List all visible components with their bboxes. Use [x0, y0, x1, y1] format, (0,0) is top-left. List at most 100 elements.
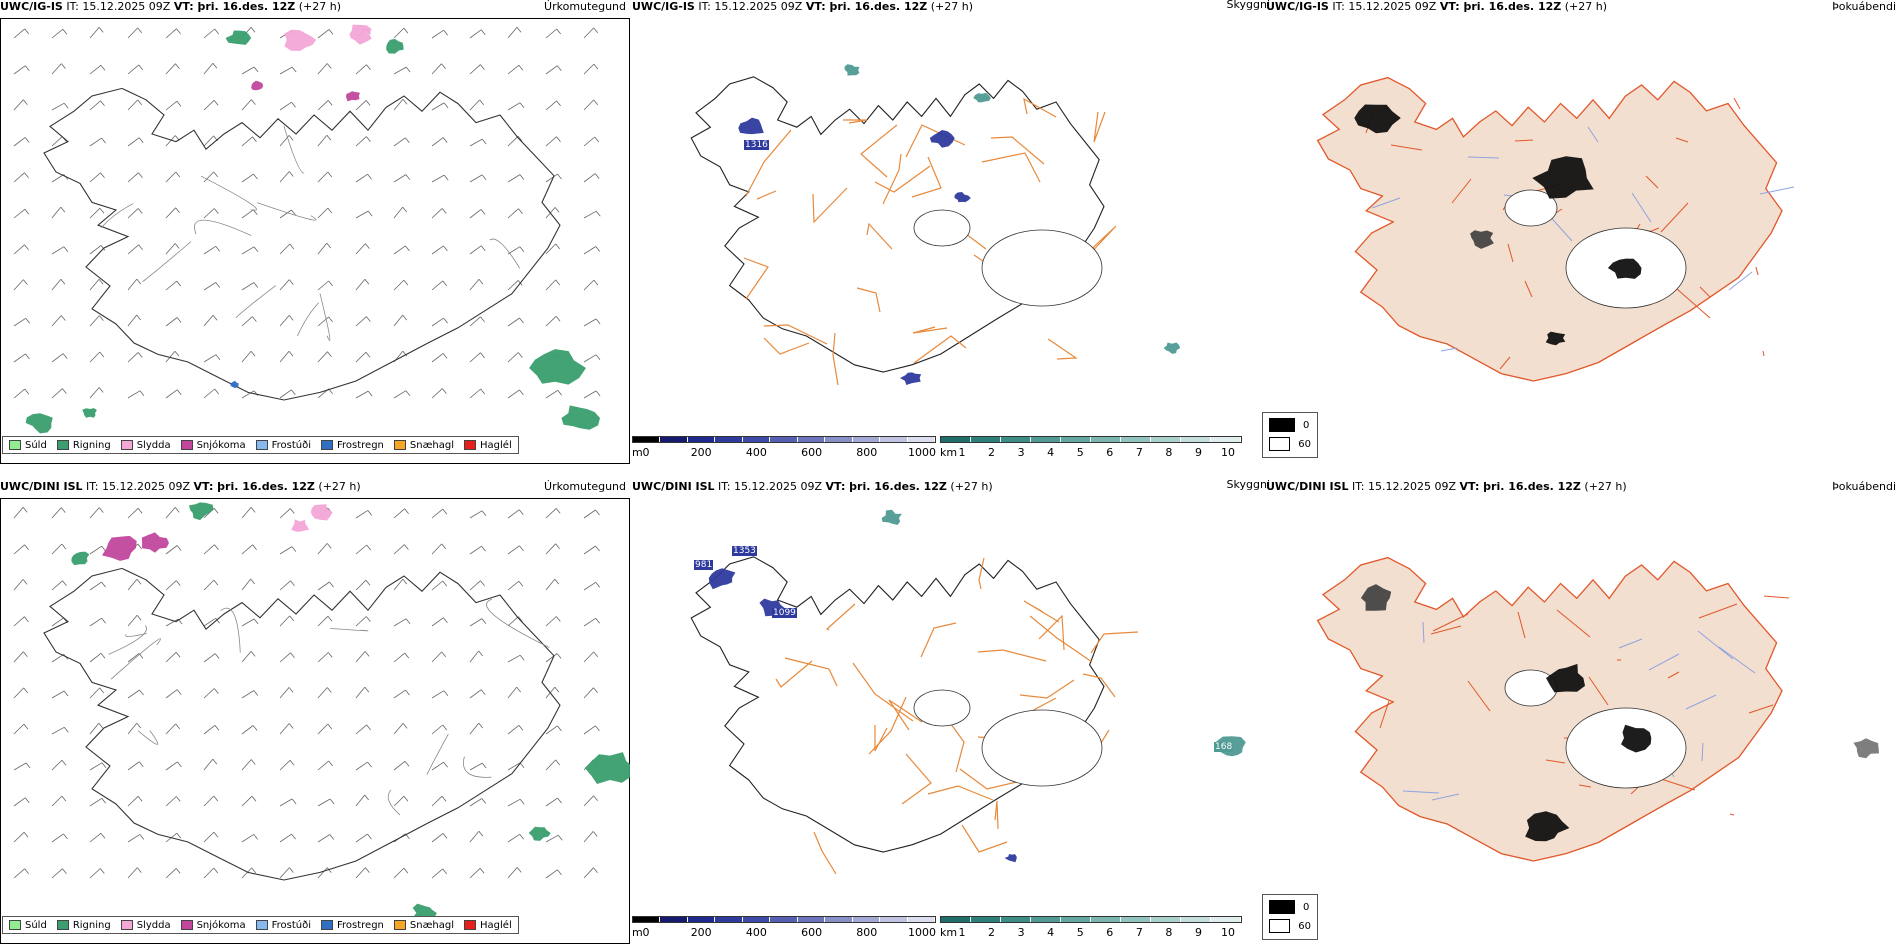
wind-barb-flag	[98, 507, 104, 513]
wind-barb-flag	[329, 581, 334, 588]
wind-barb-flag	[290, 580, 295, 587]
road-line	[756, 190, 777, 200]
wind-barb	[13, 723, 25, 735]
wind-barb	[89, 245, 102, 255]
rain-area	[189, 502, 214, 521]
wind-barb	[127, 244, 139, 255]
wind-barb-flag	[326, 687, 332, 693]
wind-barb	[279, 687, 290, 699]
wind-barb	[393, 66, 407, 75]
wind-barb	[241, 867, 252, 879]
wind-barb-flag	[175, 796, 181, 802]
legend-label: Snjókoma	[196, 919, 246, 931]
wind-barb-flag	[519, 389, 524, 396]
wind-barb	[203, 758, 214, 771]
legend-swatch	[56, 920, 69, 930]
wind-barb	[469, 174, 483, 183]
wind-barb	[241, 209, 254, 219]
wind-barb-flag	[365, 616, 371, 622]
wind-barb	[469, 245, 482, 255]
wind-barb	[165, 389, 178, 399]
wind-barb	[203, 245, 216, 255]
wind-barb	[431, 280, 443, 291]
coastline	[690, 556, 1105, 853]
legend-item: Haglél	[464, 920, 512, 931]
wind-barb-flag	[23, 687, 29, 694]
wind-barb-flag	[101, 617, 106, 624]
wind-barb-flag	[557, 869, 562, 876]
wind-barb	[583, 509, 596, 519]
wind-barb-flag	[99, 868, 105, 874]
wind-barb-flag	[555, 543, 560, 550]
wind-barb-flag	[253, 690, 259, 696]
wind-barb	[507, 762, 521, 771]
wind-barb-flag	[60, 206, 66, 213]
colorbar-segment	[852, 437, 881, 442]
wind-barb-flag	[60, 315, 66, 321]
colorbar-segment	[880, 917, 908, 922]
wind-barb-flag	[478, 830, 484, 837]
wind-barb	[583, 831, 594, 843]
wind-barb-flag	[290, 652, 295, 659]
colorbar-segment	[770, 917, 798, 922]
road-line	[1748, 704, 1774, 714]
wind-barb	[317, 867, 328, 879]
wind-barb	[469, 209, 482, 219]
wind-barb	[241, 246, 255, 255]
colorbar-tick-label: 800	[856, 926, 878, 939]
wind-barb	[583, 318, 597, 327]
wind-barb-flag	[62, 353, 68, 359]
wind-barb	[203, 208, 215, 219]
colorbar-segment	[1091, 917, 1121, 922]
colorbar-segment	[687, 917, 716, 922]
colorbar-segment	[880, 437, 908, 442]
iceland-map-precip	[13, 502, 630, 924]
road-line	[911, 156, 942, 198]
wind-barb	[165, 135, 176, 147]
wind-barb	[355, 579, 367, 591]
rain-area	[561, 405, 600, 430]
legend-swatch	[255, 440, 268, 450]
wind-barb	[317, 63, 328, 75]
wind-barb	[165, 796, 177, 807]
wind-barb	[545, 316, 557, 327]
road-line	[1618, 638, 1643, 649]
wind-barb-flag	[519, 545, 524, 552]
wind-barb-flag	[556, 653, 562, 659]
fog-legend-item: 60	[1269, 437, 1311, 451]
wind-barb	[583, 545, 596, 555]
iceland-map-precip	[13, 24, 601, 434]
road-line	[1514, 139, 1534, 142]
fog-legend: 0 60	[1262, 412, 1318, 458]
colorbar-tick-label: 0	[642, 926, 650, 939]
wind-barb-flag	[329, 798, 335, 805]
wind-barb-flag	[326, 543, 332, 549]
wind-barb	[89, 797, 102, 807]
colorbar-tick-label: 1	[958, 926, 966, 939]
wind-barb	[355, 351, 367, 363]
colorbar-tick-label: 10	[1221, 446, 1235, 459]
fog-area	[1532, 156, 1594, 199]
wind-barb	[51, 63, 62, 75]
wind-barb-flag	[289, 615, 295, 622]
river-line	[330, 628, 369, 632]
wind-barb	[507, 616, 519, 627]
road-line	[1517, 611, 1526, 639]
wind-barb-flag	[213, 208, 219, 214]
colorbar-tick-label: 600	[801, 926, 823, 939]
road-line	[843, 119, 868, 124]
wind-barb	[545, 279, 556, 291]
wind-barb	[13, 137, 26, 147]
wind-barb-flag	[554, 207, 560, 213]
wind-barb-flag	[100, 172, 105, 179]
wind-barb	[89, 137, 102, 147]
wind-barb	[393, 578, 404, 591]
wind-barb	[469, 352, 481, 363]
legend-item: Súld	[9, 440, 47, 451]
wind-barb-flag	[405, 245, 410, 252]
map-value-label: 1353	[732, 546, 757, 556]
colorbar-segment	[1061, 917, 1091, 922]
wind-barb	[507, 317, 520, 327]
wind-barb-flag	[595, 210, 601, 217]
wind-barb-flag	[62, 388, 67, 394]
